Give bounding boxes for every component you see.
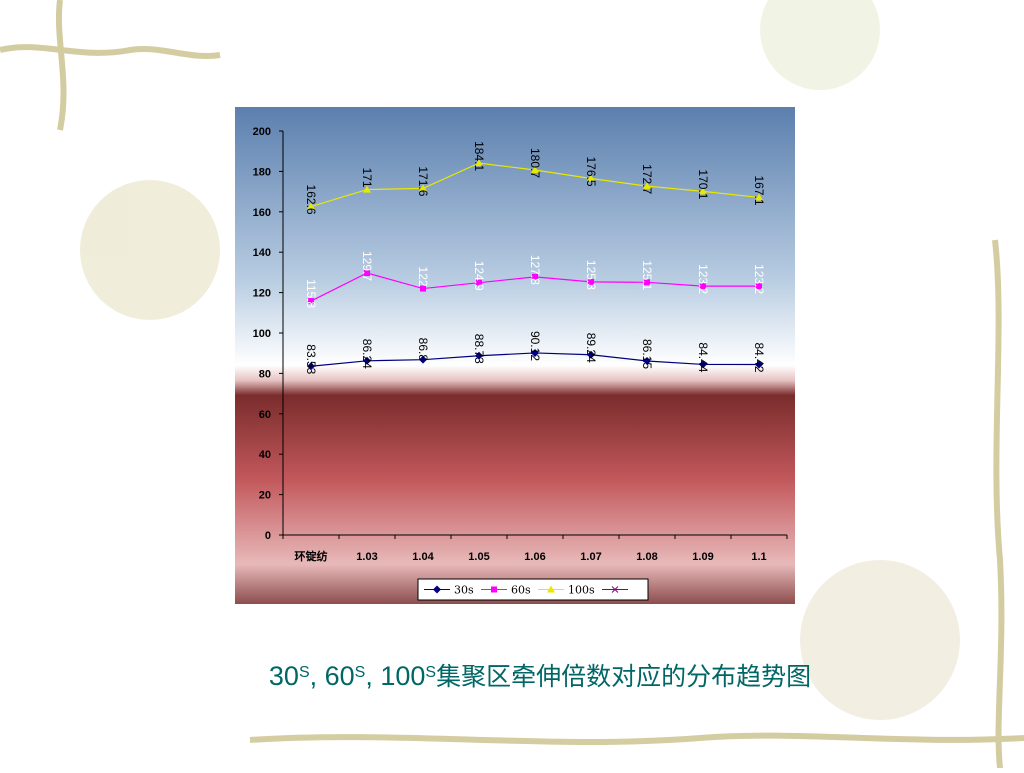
data-label: 172.7 [640,164,654,194]
data-label: 127.8 [528,255,542,285]
data-label: 129.7 [360,251,374,281]
data-label: 176.5 [584,156,598,186]
marker [644,279,650,286]
legend-marker [611,586,619,593]
marker [587,174,595,182]
title-part: , 60 [310,661,355,691]
data-label: 125.3 [584,260,598,290]
marker [476,279,482,286]
data-label: 84.42 [752,342,766,372]
marker [491,586,497,593]
legend: 30s 60s 100s [417,578,649,601]
marker [420,285,426,292]
data-label: 115.8 [304,279,318,308]
y-tick-label: 0 [265,530,271,542]
data-label: 89.24 [584,333,598,363]
y-tick-label: 60 [259,409,271,421]
marker [531,165,539,173]
data-label: 125.1 [640,260,654,290]
data-label: 162.6 [304,185,318,215]
data-label: 88.73 [472,334,486,364]
y-tick-label: 140 [253,247,271,259]
marker [587,350,595,359]
marker [700,283,706,290]
x-tick-label: 1.1 [751,551,766,563]
legend-label: 30s [454,584,474,597]
data-label: 86.15 [640,339,654,369]
x-tick-label: 1.03 [356,551,377,563]
data-label: 122 [416,267,430,287]
marker [475,351,483,360]
y-tick-label: 120 [253,288,271,300]
y-tick-label: 200 [253,126,271,138]
x-tick-label: 1.07 [580,551,601,563]
data-label: 123.2 [752,264,766,294]
marker [756,283,762,290]
chart-title: 30S, 60S, 100S集聚区牵伸倍数对应的分布趋势图 [269,661,811,691]
marker [475,159,483,167]
x-tick-label: 1.09 [692,551,713,563]
data-label: 86.24 [360,339,374,369]
legend-box [417,578,649,601]
y-tick-label: 100 [253,328,271,340]
marker [588,278,594,285]
data-label: 124.9 [472,261,486,291]
marker [755,193,763,201]
x-tick-label: 1.06 [524,551,545,563]
y-tick-label: 160 [253,207,271,219]
data-label: 171.6 [416,166,430,196]
marker [419,184,427,192]
title-part: S [425,664,436,681]
marker [433,585,441,594]
title-part: , 100 [365,661,425,691]
y-tick-label: 20 [259,490,271,502]
data-label: 180.7 [528,148,542,178]
y-tick-label: 80 [259,368,271,380]
data-label: 171 [360,168,374,188]
marker [307,202,315,210]
marker [308,298,314,305]
data-label: 167.1 [752,175,766,205]
legend-label: 100s [568,584,595,597]
title-part: S [355,664,366,681]
chart-area [235,107,795,604]
marker [307,362,315,371]
marker [755,360,763,369]
legend-label: 60s [511,584,531,597]
marker [363,185,371,193]
data-label: 84.44 [696,342,710,372]
x-tick-label: 1.08 [636,551,657,563]
marker [364,270,370,277]
marker [363,356,371,365]
marker [531,348,539,357]
data-label: 86.8 [416,338,430,362]
marker [532,273,538,280]
title-part: S [299,664,310,681]
data-label: 170.1 [696,169,710,199]
x-tick-label: 1.05 [468,551,489,563]
marker [643,182,651,190]
y-tick-label: 40 [259,449,271,461]
data-label: 123.2 [696,264,710,294]
title-part: 30 [269,661,299,691]
marker [547,585,555,593]
title-part: 集聚区牵伸倍数对应的分布趋势图 [436,662,811,691]
x-tick-label: 1.04 [412,551,434,563]
marker [699,360,707,369]
y-tick-label: 180 [253,166,271,178]
data-label: 90.12 [528,331,542,361]
marker [643,356,651,365]
x-tick-label: 环锭纺 [295,549,328,563]
data-label: 184.1 [472,141,486,171]
marker [699,187,707,195]
marker [419,355,427,364]
data-label: 83.53 [304,344,318,374]
